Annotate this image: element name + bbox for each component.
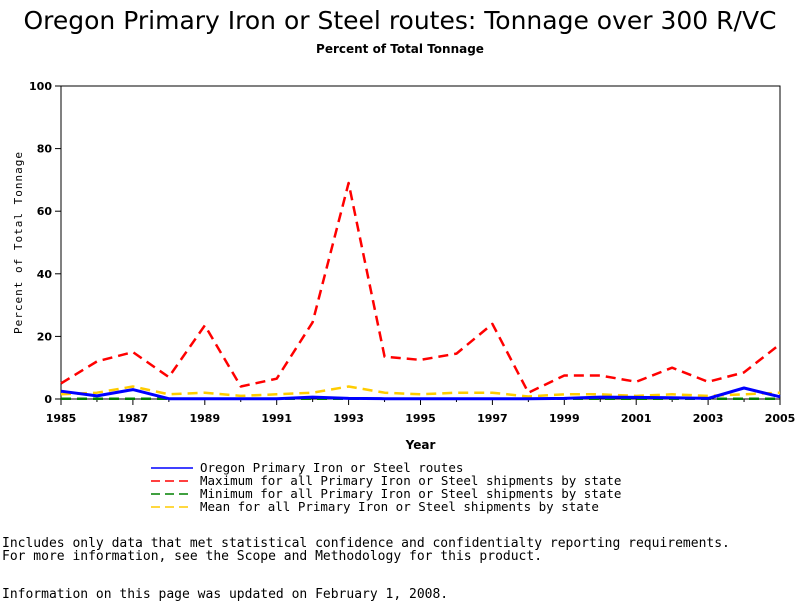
note-confidence: Includes only data that met statistical … — [2, 536, 730, 551]
line-chart: 0 20 40 60 80 100 1985 1987 1989 1991 1993 1995 1997… — [12, 80, 796, 514]
chart-title: Oregon Primary Iron or Steel routes: Ton… — [23, 6, 777, 35]
x-tick-label: 1995 — [405, 412, 436, 425]
note-methodology: For more information, see the Scope and … — [2, 549, 543, 564]
series-line-0 — [60, 386, 781, 401]
x-tick-label: 1985 — [46, 412, 77, 425]
legend-label-2: Minimum for all Primary Iron or Steel sh… — [200, 486, 621, 501]
y-tick-label: 20 — [37, 330, 53, 343]
note-updated: Information on this page was updated on … — [2, 587, 449, 602]
y-tick-label: 40 — [37, 268, 53, 281]
x-tick-label: 2005 — [765, 412, 796, 425]
legend-label-3: Mean for all Primary Iron or Steel shipm… — [200, 499, 599, 514]
x-tick-label: 1987 — [118, 412, 149, 425]
legend-label-0: Oregon Primary Iron or Steel routes — [200, 460, 463, 475]
y-tick-label: 80 — [37, 143, 53, 156]
x-tick-label: 1989 — [189, 412, 220, 425]
plot-frame — [60, 85, 781, 400]
x-tick-label: 1999 — [549, 412, 580, 425]
y-tick-label: 60 — [37, 205, 53, 218]
legend-label-1: Maximum for all Primary Iron or Steel sh… — [200, 473, 621, 488]
x-axis-label: Year — [405, 438, 436, 452]
series-line-3 — [60, 385, 781, 398]
x-tick-label: 1991 — [261, 412, 292, 425]
chart-subtitle: Percent of Total Tonnage — [316, 42, 484, 56]
x-tick-label: 2001 — [621, 412, 652, 425]
x-tick-label: 2003 — [693, 412, 724, 425]
y-axis-label: Percent of Total Tonnage — [12, 151, 25, 334]
x-tick-label: 1997 — [477, 412, 508, 425]
x-tick-label: 1993 — [333, 412, 364, 425]
y-tick-label: 0 — [44, 393, 52, 406]
y-tick-label: 100 — [29, 80, 52, 93]
series-line-1 — [60, 181, 781, 394]
